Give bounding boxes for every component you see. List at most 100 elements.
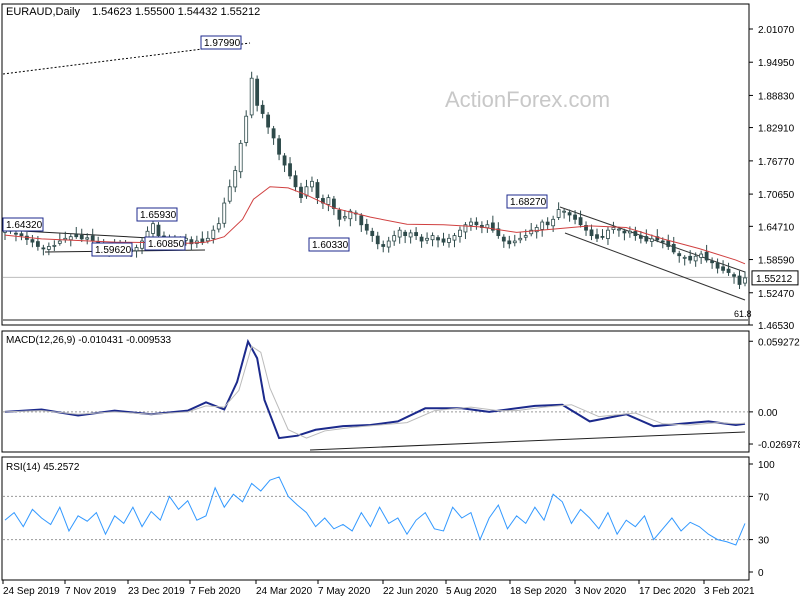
x-tick-label: 18 Sep 2020 bbox=[510, 586, 567, 597]
candle-body bbox=[688, 255, 693, 261]
candle-body bbox=[392, 235, 397, 242]
candle-body bbox=[403, 231, 408, 237]
watermark: ActionForex.com bbox=[445, 87, 610, 112]
candle-body bbox=[441, 238, 446, 243]
candle-body bbox=[447, 237, 451, 243]
candle-body bbox=[211, 229, 216, 239]
candle-body bbox=[342, 216, 347, 219]
price-tick-label: 1.94950 bbox=[758, 58, 795, 69]
price-label-box bbox=[308, 237, 350, 252]
price-label-box bbox=[91, 242, 133, 257]
candle-body bbox=[469, 221, 473, 226]
candle-body bbox=[79, 234, 84, 240]
candle-body bbox=[156, 224, 161, 237]
price-tick-label: 1.76770 bbox=[758, 157, 795, 168]
x-tick-label: 7 Nov 2019 bbox=[65, 586, 117, 597]
price-label-text: 1.97990 bbox=[204, 38, 241, 49]
candle-body bbox=[578, 217, 583, 226]
rsi-tick-label: 0 bbox=[758, 568, 764, 579]
x-tick-label: 17 Dec 2020 bbox=[639, 586, 696, 597]
price-tick-label: 2.01070 bbox=[758, 25, 795, 36]
chart-ohlc: 1.54623 1.55500 1.54432 1.55212 bbox=[92, 6, 260, 18]
candle-body bbox=[238, 142, 243, 173]
candle-body bbox=[337, 209, 342, 220]
candle-body bbox=[458, 229, 462, 237]
candle-body bbox=[233, 170, 238, 188]
rsi-line bbox=[4, 476, 746, 546]
candle-body bbox=[90, 235, 95, 242]
candle-body bbox=[518, 237, 523, 241]
candle-body bbox=[244, 115, 249, 143]
candle-body bbox=[222, 202, 227, 224]
price-label-box bbox=[506, 194, 548, 209]
price-labels: 1.97990 1.65930 1.60850 1.59620 1.60330 1.682… bbox=[2, 35, 799, 286]
x-axis: 24 Sep 2019 7 Nov 2019 23 Dec 2019 7 Feb 20… bbox=[2, 580, 755, 597]
candle-body bbox=[638, 235, 643, 239]
candle-body bbox=[660, 240, 665, 243]
candle-body bbox=[627, 230, 632, 234]
candle-body bbox=[249, 77, 254, 116]
candle-body bbox=[523, 235, 528, 238]
price-label-box bbox=[144, 236, 186, 251]
candle-body bbox=[512, 240, 517, 244]
candle-body bbox=[490, 222, 495, 231]
macd-trendline bbox=[309, 431, 746, 451]
candle-body bbox=[573, 214, 577, 220]
candle-body bbox=[277, 138, 281, 155]
candle-body bbox=[721, 266, 725, 271]
price-y-axis: 2.01070 1.94950 1.88830 1.82910 1.76770 1.706… bbox=[749, 25, 795, 332]
candle-body bbox=[463, 224, 468, 233]
price-label-text: 1.60330 bbox=[312, 240, 349, 251]
candle-body bbox=[386, 240, 391, 248]
candle-body bbox=[310, 180, 314, 188]
candle-body bbox=[534, 227, 539, 233]
candle-body bbox=[52, 244, 57, 247]
candles bbox=[3, 71, 747, 289]
candle-body bbox=[715, 262, 720, 269]
candle-body bbox=[260, 104, 265, 114]
current-price-box bbox=[751, 270, 799, 286]
macd-tick-label: 0.059272 bbox=[758, 337, 800, 348]
candle-body bbox=[397, 229, 402, 238]
candle-body bbox=[266, 114, 271, 128]
candle-body bbox=[419, 236, 424, 242]
price-label-box bbox=[2, 217, 44, 232]
price-tick-label: 1.64710 bbox=[758, 222, 795, 233]
candle-body bbox=[19, 233, 24, 237]
candle-body bbox=[364, 223, 369, 231]
candle-body bbox=[474, 221, 479, 226]
price-label-text: 1.59620 bbox=[95, 245, 132, 256]
price-tick-label: 1.82910 bbox=[758, 124, 795, 135]
x-tick-label: 23 Dec 2019 bbox=[128, 586, 185, 597]
candle-body bbox=[375, 235, 380, 245]
candle-body bbox=[496, 228, 501, 237]
candle-body bbox=[436, 237, 440, 241]
candle-body bbox=[567, 212, 572, 216]
candle-body bbox=[677, 253, 682, 257]
candle-body bbox=[540, 221, 545, 230]
candle-body bbox=[315, 182, 320, 199]
candle-body bbox=[743, 277, 747, 284]
x-tick-label: 3 Feb 2021 bbox=[704, 586, 755, 597]
rsi-title: RSI(14) 45.2572 bbox=[6, 462, 80, 473]
candle-body bbox=[617, 228, 621, 231]
candle-body bbox=[649, 238, 654, 242]
price-label-text: 1.68270 bbox=[510, 197, 547, 208]
signal-line bbox=[4, 345, 746, 439]
rsi-tick-label: 100 bbox=[758, 460, 775, 471]
candle-body bbox=[35, 241, 40, 247]
macd-tick-label: -0.026978 bbox=[758, 440, 800, 451]
dotted-trendline bbox=[2, 42, 251, 75]
candle-body bbox=[693, 255, 698, 262]
candle-body bbox=[622, 230, 627, 234]
rsi-lines: 100 70 30 0 bbox=[3, 460, 775, 579]
candle-body bbox=[710, 260, 715, 264]
current-price-label: 1.55212 bbox=[756, 274, 793, 285]
candle-body bbox=[529, 229, 534, 235]
candle-body bbox=[189, 239, 194, 245]
candle-body bbox=[216, 223, 221, 230]
candle-body bbox=[551, 218, 556, 227]
candle-body bbox=[562, 210, 567, 213]
candle-body bbox=[68, 236, 73, 241]
x-tick-label: 24 Sep 2019 bbox=[3, 586, 60, 597]
